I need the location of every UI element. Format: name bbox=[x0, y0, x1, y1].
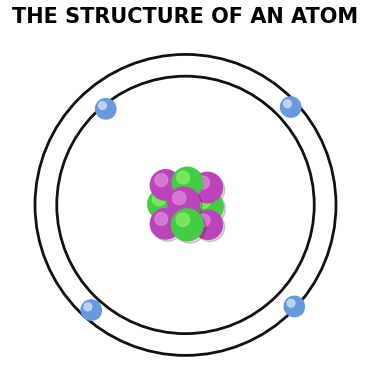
Circle shape bbox=[174, 169, 205, 200]
Circle shape bbox=[280, 97, 301, 117]
Circle shape bbox=[96, 99, 116, 119]
Circle shape bbox=[198, 214, 210, 226]
Circle shape bbox=[172, 167, 203, 198]
Circle shape bbox=[173, 191, 186, 205]
Circle shape bbox=[174, 211, 206, 243]
Circle shape bbox=[152, 193, 165, 206]
Circle shape bbox=[100, 103, 115, 118]
Circle shape bbox=[283, 100, 291, 108]
Circle shape bbox=[194, 210, 223, 239]
Circle shape bbox=[194, 175, 225, 205]
Circle shape bbox=[285, 101, 300, 117]
Circle shape bbox=[155, 213, 168, 225]
Circle shape bbox=[152, 211, 183, 241]
Circle shape bbox=[170, 190, 202, 221]
Circle shape bbox=[81, 300, 101, 320]
Circle shape bbox=[86, 304, 101, 320]
Circle shape bbox=[193, 192, 223, 222]
Circle shape bbox=[168, 187, 200, 219]
Circle shape bbox=[176, 213, 190, 226]
Circle shape bbox=[150, 191, 181, 222]
Circle shape bbox=[177, 171, 190, 184]
Circle shape bbox=[287, 300, 295, 307]
Circle shape bbox=[284, 296, 305, 317]
Circle shape bbox=[152, 172, 183, 203]
Circle shape bbox=[289, 301, 304, 316]
Circle shape bbox=[148, 189, 178, 219]
Circle shape bbox=[155, 173, 168, 187]
Circle shape bbox=[192, 172, 223, 203]
Circle shape bbox=[171, 209, 203, 241]
Circle shape bbox=[150, 208, 181, 239]
Title: THE STRUCTURE OF AN ATOM: THE STRUCTURE OF AN ATOM bbox=[13, 7, 358, 27]
Circle shape bbox=[197, 195, 210, 208]
Circle shape bbox=[84, 303, 92, 311]
Circle shape bbox=[150, 170, 181, 200]
Circle shape bbox=[99, 102, 106, 110]
Circle shape bbox=[197, 176, 209, 189]
Circle shape bbox=[195, 194, 226, 224]
Circle shape bbox=[196, 213, 225, 242]
